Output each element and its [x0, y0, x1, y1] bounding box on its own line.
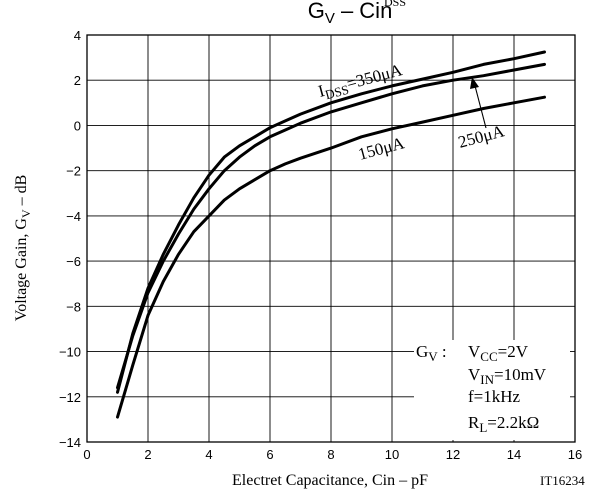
- svg-text:Voltage Gain, GV – dB: Voltage Gain, GV – dB: [13, 175, 33, 322]
- ylabel-main: Voltage Gain, G: [13, 218, 30, 322]
- cond-gv-main: G: [416, 342, 428, 361]
- cond-gv-colon: :: [438, 342, 447, 361]
- title-sub: V: [325, 10, 335, 27]
- annotation-250-arrow-line: [473, 81, 487, 129]
- series-line-250A: [116, 62, 546, 390]
- svg-text:RL=2.2kΩ: RL=2.2kΩ: [468, 413, 539, 435]
- x-axis-label: Electret Capacitance, Cin – pF: [232, 472, 428, 489]
- x-tick-label: 0: [83, 447, 90, 462]
- svg-text:GV :: GV :: [416, 342, 447, 364]
- y-tick-label: −6: [66, 254, 81, 269]
- chart-title: GV – Cin DSS: [308, 0, 406, 27]
- title-main: G: [308, 0, 325, 23]
- series-lines: [116, 50, 546, 419]
- cond-vcc-main: V: [468, 342, 481, 361]
- cond-vin-sub: IN: [480, 372, 494, 387]
- cond-vcc-sub: CC: [480, 349, 497, 364]
- conditions-box-bg: [414, 340, 570, 440]
- x-tick-label: 6: [266, 447, 273, 462]
- ylabel-rest: – dB: [13, 175, 30, 210]
- cond-vcc-val: =2V: [498, 342, 529, 361]
- y-tick-label: 2: [74, 73, 81, 88]
- y-tick-label: −8: [66, 299, 81, 314]
- title-rest: – Cin: [335, 0, 392, 23]
- x-tick-label: 2: [144, 447, 151, 462]
- plot-frame: [86, 34, 576, 443]
- svg-text:VIN=10mV: VIN=10mV: [468, 365, 547, 387]
- cond-gv-sub: V: [428, 349, 438, 364]
- ylabel-sub: V: [19, 209, 33, 218]
- x-tick-label: 12: [446, 447, 460, 462]
- y-tick-label: −2: [66, 164, 81, 179]
- annotation-150: 150μA: [356, 133, 407, 164]
- y-tick-label: −10: [59, 345, 81, 360]
- x-tick-label: 16: [568, 447, 582, 462]
- series-line-150A: [116, 95, 546, 419]
- annotation-250-arrowhead: [470, 77, 479, 89]
- x-tick-label: 10: [385, 447, 399, 462]
- annotation-idss-sub: DSS: [323, 82, 350, 103]
- x-tick-label: 8: [327, 447, 334, 462]
- cond-vin-val: =10mV: [494, 365, 547, 384]
- title-clipped: DSS: [384, 0, 406, 9]
- cond-f: f=1kHz: [468, 387, 521, 406]
- conditions: GV : VCC=2V VIN=10mV f=1kHz RL=2.2kΩ: [416, 342, 547, 435]
- tick-labels: 0 2 4 6 8 10 12 14 16 4 2 0 −2 −4 −6 −8 −10 −12 −14: [59, 28, 582, 462]
- svg-text:GV – Cin: GV – Cin: [308, 0, 393, 27]
- svg-text:VCC=2V: VCC=2V: [468, 342, 529, 364]
- y-tick-label: 0: [74, 118, 81, 133]
- annotation-idss-post: =350μA: [345, 60, 405, 93]
- annotation-idss-pre: I: [316, 81, 327, 101]
- series-line-350A: [116, 50, 546, 394]
- cond-vin-main: V: [468, 365, 481, 384]
- cond-rl-val: =2.2kΩ: [487, 413, 539, 432]
- x-tick-label: 14: [507, 447, 521, 462]
- figure-id: IT16234: [540, 473, 585, 488]
- y-tick-label: −12: [59, 390, 81, 405]
- cond-rl-sub: L: [479, 420, 487, 435]
- y-tick-label: 4: [74, 28, 81, 43]
- x-tick-label: 4: [205, 447, 212, 462]
- y-tick-label: −14: [59, 435, 81, 450]
- cond-rl-main: R: [468, 413, 480, 432]
- y-axis-label: Voltage Gain, GV – dB: [13, 175, 33, 322]
- y-tick-label: −4: [66, 209, 81, 224]
